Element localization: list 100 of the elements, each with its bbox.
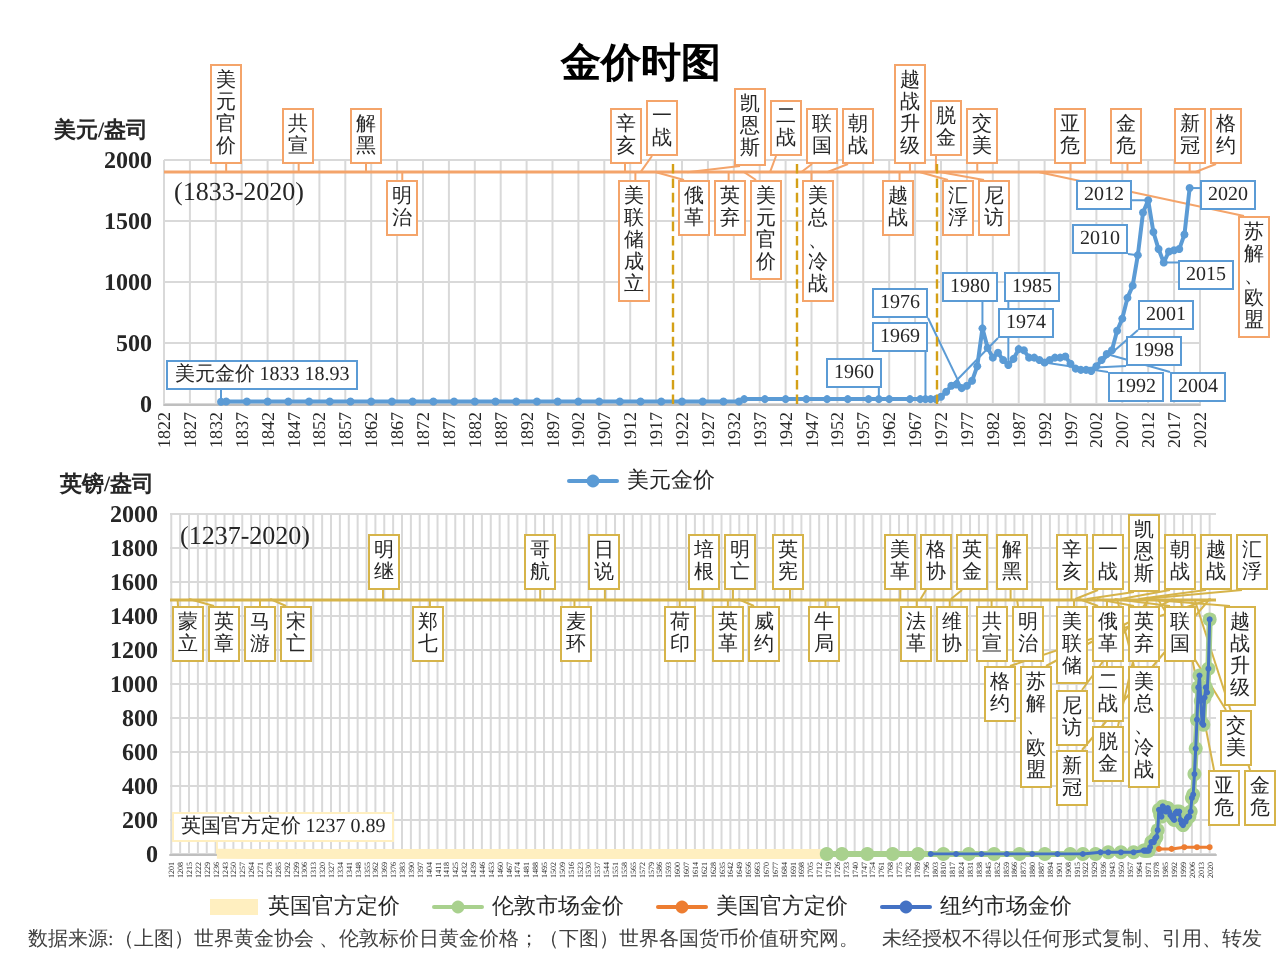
legend-label: 美元金价: [627, 467, 715, 493]
y-tick-label: 0: [140, 390, 152, 418]
annotation: 亚危: [1056, 114, 1084, 158]
annotation: 共宣: [978, 612, 1006, 656]
annotation: 1980: [942, 272, 998, 302]
annotation: 解黑: [998, 540, 1026, 584]
x-tick-label: 1882: [464, 412, 485, 448]
annotation: 越战: [1202, 540, 1230, 584]
annotation: 汇浮: [944, 186, 972, 230]
annotation: 新冠: [1176, 114, 1204, 158]
y-tick-label: 1800: [110, 534, 158, 562]
annotation: 麦环: [562, 612, 590, 656]
chart-subtitle: (1237-2020): [180, 520, 310, 550]
annotation: 联国: [1166, 612, 1194, 656]
annotation: 苏解、欧盟: [1240, 222, 1268, 332]
y-tick-label: 2000: [110, 500, 158, 528]
y-tick-label: 0: [146, 840, 158, 868]
annotation: 金危: [1246, 776, 1274, 820]
x-tick-label: 1997: [1060, 411, 1081, 448]
annotation: 脱金: [932, 106, 960, 150]
x-tick-label: 1982: [982, 412, 1003, 448]
annotation: 新冠: [1058, 756, 1086, 800]
annotation: 明继: [370, 540, 398, 584]
y-tick-label: 1500: [104, 207, 152, 235]
x-tick-label: 1922: [672, 412, 692, 448]
x-tick-label: 1932: [723, 412, 744, 448]
y-tick-label: 2000: [104, 146, 152, 174]
annotation: 尼访: [980, 186, 1008, 230]
x-tick-label: 1877: [438, 411, 459, 448]
annotation: 一战: [1094, 540, 1122, 584]
legend-label: 伦敦市场金价: [492, 893, 624, 919]
annotation: 2001: [1138, 300, 1194, 330]
annotation: 1960: [826, 358, 882, 388]
annotation: 英国官方定价 1237 0.89: [172, 812, 394, 842]
annotation: 英金: [958, 540, 986, 584]
annotation: 联国: [808, 114, 836, 158]
annotation: 解黑: [352, 114, 380, 158]
annotation: 越战升级: [1226, 612, 1254, 700]
annotation: 美元官价: [752, 186, 780, 274]
annotation: 英弃: [716, 186, 744, 230]
annotation: 汇浮: [1238, 540, 1266, 584]
x-tick-label: 1847: [283, 411, 304, 448]
x-tick-label: 1897: [542, 411, 563, 448]
annotation: 宋亡: [282, 612, 310, 656]
annotation: 日说: [590, 540, 618, 584]
annotation: 英革: [714, 612, 742, 656]
y-tick-label: 600: [122, 738, 158, 766]
x-tick-label: 2022: [1190, 412, 1210, 448]
x-tick-label: 1837: [231, 411, 252, 448]
x-tick-label: 1957: [853, 411, 874, 448]
annotation: 美元官价: [212, 70, 240, 158]
annotation: 格协: [922, 540, 950, 584]
annotation: 一战: [648, 106, 676, 150]
annotation: 牛局: [810, 612, 838, 656]
annotation: 2015: [1178, 260, 1234, 290]
annotation: 辛亥: [1058, 540, 1086, 584]
annotation: 俄革: [1094, 612, 1122, 656]
annotation: 明亡: [726, 540, 754, 584]
x-tick-label: 1927: [697, 411, 718, 448]
x-tick-label: 1962: [879, 412, 900, 448]
annotation: 亚危: [1210, 776, 1238, 820]
annotation: 脱金: [1094, 732, 1122, 776]
annotation: 凯恩斯: [1130, 520, 1158, 586]
text: 未经授权不得以任何形式复制、引用、转发: [882, 927, 1262, 951]
x-tick-label: 2012: [1138, 412, 1159, 448]
x-tick-label: 1967: [905, 411, 926, 448]
x-tick-label: 1892: [516, 412, 537, 448]
y-tick-label: 800: [122, 704, 158, 732]
text: (1833-2020): [174, 176, 304, 207]
annotation: 俄革: [680, 186, 708, 230]
annotation: 2012: [1076, 180, 1132, 210]
x-tick-label: 1947: [801, 411, 822, 448]
y-tick-label: 1000: [104, 268, 152, 296]
annotation: 2010: [1072, 224, 1128, 254]
annotation: 1998: [1126, 336, 1182, 366]
annotation: 越战升级: [896, 70, 924, 158]
x-tick-label: 2017: [1164, 411, 1185, 448]
annotation: 明治: [1014, 612, 1042, 656]
annotation: 1985: [1004, 272, 1060, 302]
annotation: 格约: [1212, 114, 1240, 158]
annotation: 1976: [872, 288, 928, 318]
annotation: 美总、冷战: [1130, 672, 1158, 782]
annotation: 美总、冷战: [804, 186, 832, 296]
annotation: 苏解、欧盟: [1022, 672, 1050, 782]
x-tick-label: 1842: [257, 412, 278, 448]
x-tick-label: 1902: [568, 412, 589, 448]
y-tick-label: 400: [122, 772, 158, 800]
x-tick-label: 1952: [827, 412, 848, 448]
x-tick-label: 1832: [205, 412, 226, 448]
annotation: 格约: [986, 672, 1014, 716]
x-tick-label: 2007: [1112, 411, 1133, 448]
annotation: 蒙立: [174, 612, 202, 656]
annotation: 英弃: [1130, 612, 1158, 656]
y-tick-label: 1600: [110, 568, 158, 596]
annotation: 维协: [938, 612, 966, 656]
x-tick-label: 1867: [387, 411, 408, 448]
y-tick-label: 1400: [110, 602, 158, 630]
annotation: 美元金价 1833 18.93: [166, 360, 358, 390]
annotation: 辛亥: [612, 114, 640, 158]
annotation: 英宪: [774, 540, 802, 584]
